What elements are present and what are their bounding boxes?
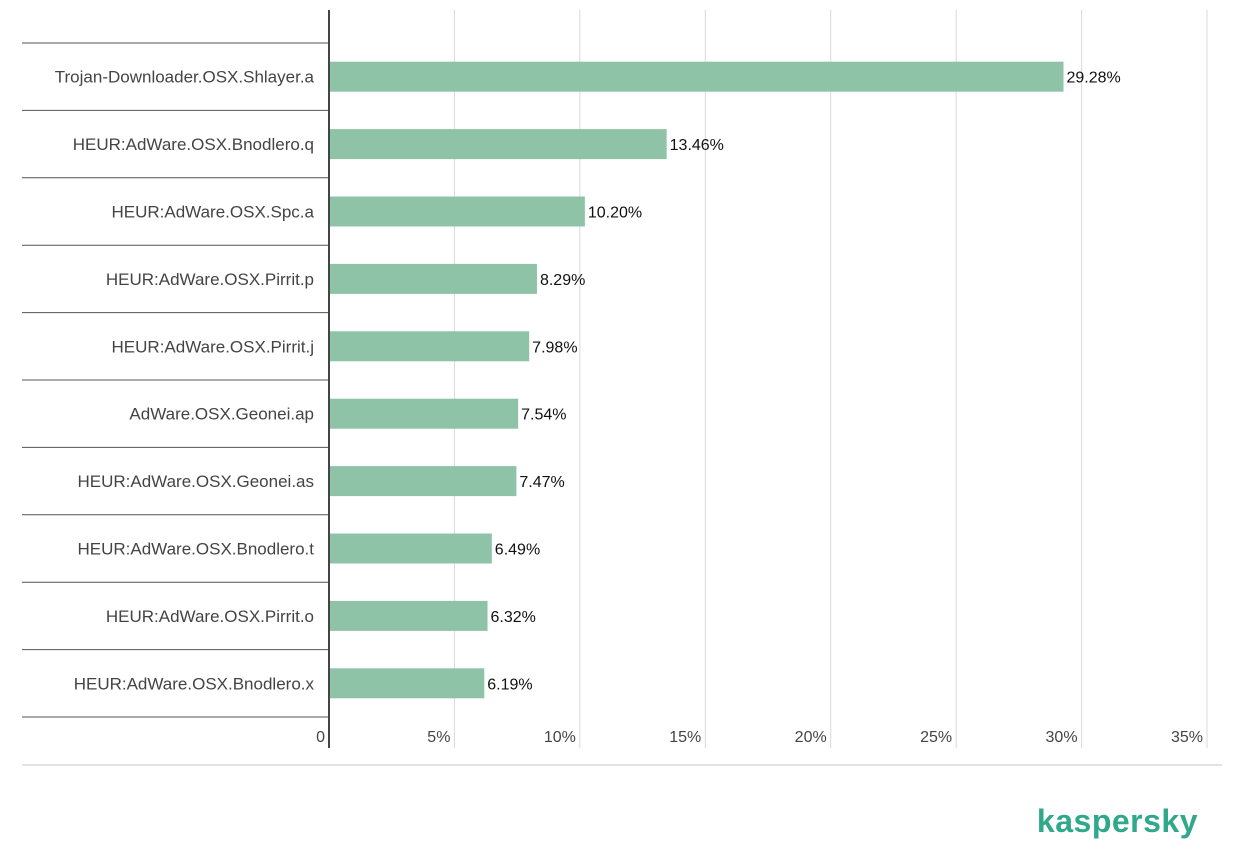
value-label-2: 10.20% bbox=[588, 205, 642, 222]
category-label-5: AdWare.OSX.Geonei.ap bbox=[129, 405, 314, 424]
category-label-1: HEUR:AdWare.OSX.Bnodlero.q bbox=[73, 135, 314, 154]
x-tick-label-0: 0 bbox=[316, 729, 325, 746]
bar-7 bbox=[329, 533, 492, 564]
category-label-2: HEUR:AdWare.OSX.Spc.a bbox=[112, 203, 315, 222]
value-label-7: 6.49% bbox=[495, 542, 540, 559]
grid-lines bbox=[453, 10, 1208, 748]
value-label-3: 8.29% bbox=[540, 272, 585, 289]
bar-0 bbox=[329, 61, 1064, 92]
bar-9 bbox=[329, 668, 485, 699]
bar-4 bbox=[329, 331, 530, 362]
x-tick-label-1: 5% bbox=[427, 729, 450, 746]
bar-1 bbox=[329, 129, 667, 160]
value-label-0: 29.28% bbox=[1067, 70, 1121, 87]
category-label-4: HEUR:AdWare.OSX.Pirrit.j bbox=[112, 337, 314, 356]
x-tick-labels: 0 5% 10% 15% 20% 25% 30% 35% bbox=[316, 729, 1203, 746]
x-tick-label-2: 10% bbox=[544, 729, 576, 746]
value-label-6: 7.47% bbox=[519, 474, 564, 491]
value-label-1: 13.46% bbox=[670, 137, 724, 154]
value-label-9: 6.19% bbox=[487, 676, 532, 693]
category-label-8: HEUR:AdWare.OSX.Pirrit.o bbox=[106, 607, 314, 626]
value-label-8: 6.32% bbox=[491, 609, 536, 626]
category-label-0: Trojan-Downloader.OSX.Shlayer.a bbox=[55, 68, 315, 87]
category-label-3: HEUR:AdWare.OSX.Pirrit.p bbox=[106, 270, 314, 289]
kaspersky-logo: kaspersky bbox=[1036, 803, 1198, 839]
row-separators bbox=[22, 42, 329, 718]
value-labels: 29.28% 13.46% 10.20% 8.29% 7.98% 7.54% 7.47% 6.… bbox=[487, 70, 1120, 694]
bar-3 bbox=[329, 263, 537, 294]
bar-8 bbox=[329, 600, 488, 631]
bar-2 bbox=[329, 196, 585, 227]
x-tick-label-3: 15% bbox=[669, 729, 701, 746]
bar-6 bbox=[329, 466, 517, 497]
bars bbox=[329, 61, 1064, 699]
x-tick-label-7: 35% bbox=[1171, 729, 1203, 746]
bar-5 bbox=[329, 398, 519, 429]
category-labels: Trojan-Downloader.OSX.Shlayer.a HEUR:AdWa… bbox=[55, 68, 315, 694]
value-label-5: 7.54% bbox=[521, 407, 566, 424]
x-tick-label-5: 25% bbox=[920, 729, 952, 746]
x-tick-label-4: 20% bbox=[795, 729, 827, 746]
category-label-9: HEUR:AdWare.OSX.Bnodlero.x bbox=[74, 674, 315, 693]
category-label-7: HEUR:AdWare.OSX.Bnodlero.t bbox=[77, 540, 314, 559]
category-label-6: HEUR:AdWare.OSX.Geonei.as bbox=[77, 472, 314, 491]
x-tick-label-6: 30% bbox=[1046, 729, 1078, 746]
value-label-4: 7.98% bbox=[532, 339, 577, 356]
